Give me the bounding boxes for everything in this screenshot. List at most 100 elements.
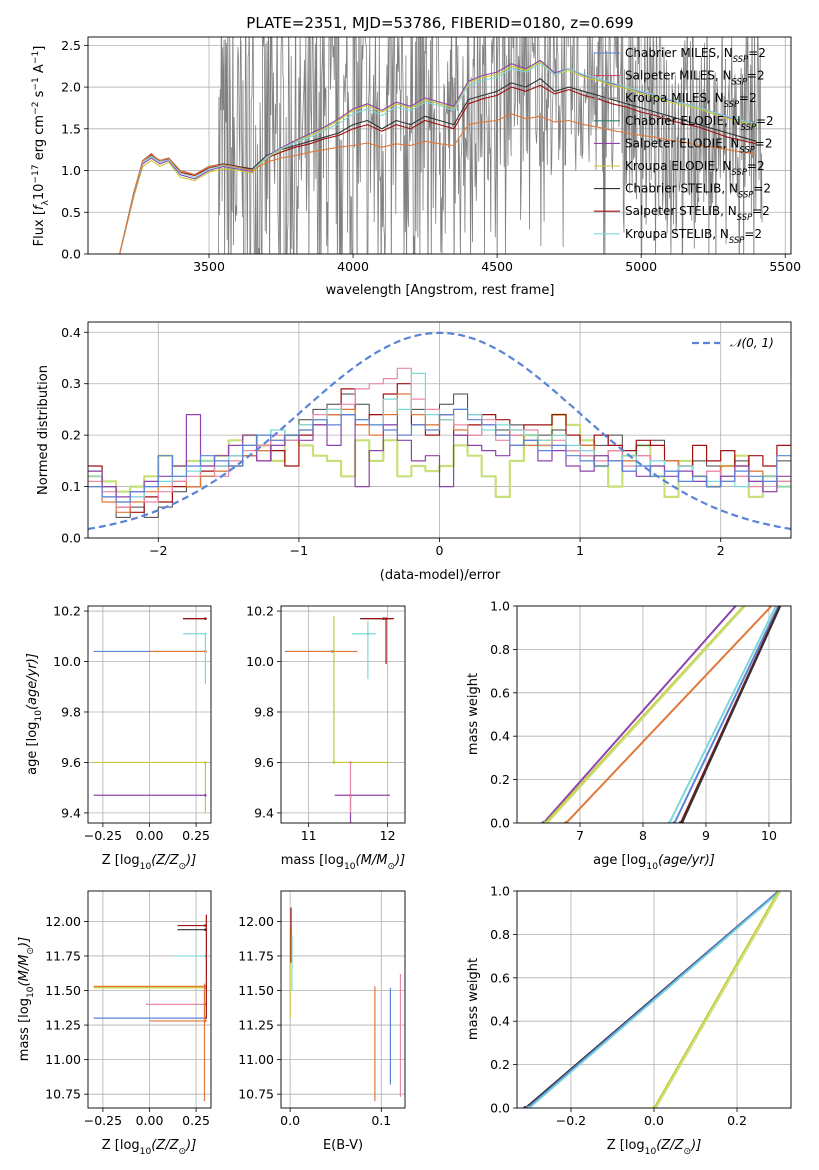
y-tick-label: 9.6 [254,755,274,770]
y-tick-label: 11.75 [45,948,81,963]
y-axis-label-part: 10 [26,986,36,998]
legend-entry: Salpeter STELIB, NSSP=2 [625,204,770,222]
x-axis-label-part: ⊙ [684,1147,692,1157]
age-vs-mass-chart: 11 12 9.4 9.6 9.8 10.0 10.2 [246,604,406,843]
axes-frame [516,890,792,1109]
legend-entry-part: SSP [733,54,749,64]
y-tick-label: 1.0 [490,599,510,614]
x-tick-label: −0.2 [556,1113,586,1128]
x-axis-label: mass [log10(M/M⊙)] [281,853,405,872]
y-axis-label-part: age [log [25,722,40,775]
x-tick-label: 11 [301,828,317,843]
weight-marker [654,1106,659,1108]
x-tick-label: 0.0 [280,1113,300,1128]
y-tick-label: 0.8 [490,642,510,657]
axes-frame [280,605,406,824]
data-point [366,632,370,636]
y-axis-label-part: −1 [31,51,41,64]
x-axis-label-part: Z [log [607,1138,645,1153]
y-tick-label: 11.25 [45,1018,81,1033]
x-tick-label: −0.25 [84,1113,122,1128]
y-tick-label: 0.5 [61,205,81,220]
grid [88,606,211,823]
axes-frame [516,605,792,824]
x-axis-label-part: 10 [140,862,152,872]
data-point [204,632,207,636]
y-tick-label: 10.0 [246,654,274,669]
grid [517,605,791,824]
ticks: −0.25 0.00 0.25 10.75 11.00 11.25 11.50 11.75 12… [45,914,210,1128]
y-tick-label: 1.5 [61,121,81,136]
y-tick-label: 11.50 [238,983,274,998]
x-tick-label: 10 [761,828,777,843]
legend-entry-part: SSP [741,122,757,132]
x-axis-label-part: )] [185,853,196,868]
legend-entry-part: Kroupa MILES, N [625,91,724,105]
y-tick-label: 10.2 [53,604,81,619]
x-axis-label-part: (Z/Z [151,853,179,868]
y-axis-label-part: Flux [ [32,210,47,246]
legend-entry-part: Salpeter ELODIE, N [625,136,739,150]
y-axis-label-part: )] [17,937,32,948]
y-tick-label: 0.6 [490,970,510,985]
x-tick-label: 0.00 [136,828,164,843]
y-tick-label: 0.8 [490,927,510,942]
x-tick-label: −0.25 [84,828,122,843]
legend-entry-part: =2 [752,204,770,218]
y-axis-label: age [log10(age/yr)] [25,653,44,775]
legend-entry-part: SSP [739,144,755,154]
x-axis-label-part: (Z/Z [151,1138,179,1153]
y-tick-label: 9.8 [61,704,81,719]
y-tick-label: 0.4 [490,729,510,744]
plot-area [119,37,763,254]
y-tick-label: 9.4 [254,805,274,820]
ticks: −0.25 0.00 0.25 9.4 9.6 9.8 10.0 10.2 [53,604,210,843]
x-axis-label-part: Z [log [102,1138,140,1153]
x-axis-label-part: age [log [593,853,646,868]
axes-frame [87,321,792,539]
weight-line [673,606,780,823]
y-tick-label: 0.1 [61,479,81,494]
residuals-chart: −2 −1 0 1 2 0.0 0.1 0.2 0.3 0.4 𝒩(0, 1) [61,321,792,558]
y-axis-label-part: −1 [31,77,41,90]
y-axis-label-part: −17 [31,164,41,183]
weight-marker [680,821,685,823]
legend-entry: Chabrier STELIB, NSSP=2 [625,182,771,200]
y-axis-label-part: 10 [32,184,47,201]
plot-area [93,617,207,813]
spectrum-chart: 3500 4000 4500 5000 5500 0.0 0.5 1.0 1.5 2.0 2.5 [61,36,801,274]
ticks: 0.0 0.1 10.75 11.00 11.25 11.50 11.75 12.00 [238,914,391,1128]
ticks: 11 12 9.4 9.6 9.8 10.0 10.2 [246,604,395,843]
model-spectrum-line [119,113,757,254]
data-point [332,761,336,764]
x-axis-label: age [log10(age/yr)] [593,853,715,872]
x-axis-label-part: 10 [140,1147,152,1157]
x-axis-label-part: (age/yr)] [658,853,715,868]
y-axis-label-part: ⊙ [26,947,36,955]
plot-area [284,616,394,823]
y-tick-label: 0.0 [490,1101,510,1116]
weight-line [681,606,782,823]
legend-entry: 𝒩(0, 1) [730,336,774,350]
x-tick-label: 4500 [481,259,513,274]
x-axis-label: Z [log10(Z/Z⊙)] [607,1138,702,1157]
model-spectrum-line [119,84,757,254]
plot-area [88,331,791,531]
y-tick-label: 2.5 [61,38,81,53]
y-axis-label-part: erg cm [32,115,47,164]
y-tick-label: 12.00 [45,914,81,929]
x-tick-label: 2 [717,543,725,558]
grid [281,891,405,1108]
legend-entry: Salpeter MILES, NSSP=2 [625,69,765,87]
legend-entry-part: =2 [739,91,757,105]
weight-line [528,891,782,1108]
legend-entry-part: =2 [748,46,766,60]
weight-vs-age-chart: 7 8 9 10 0.0 0.2 0.4 0.6 0.8 1.0 [490,599,792,843]
y-axis-label-part: (age/yr)] [25,653,40,710]
gaussian-curve [88,331,791,531]
legend-entry-part: SSP [732,167,748,177]
ticks: −2 −1 0 1 2 0.0 0.1 0.2 0.3 0.4 [61,325,725,558]
x-tick-label: 0.1 [371,1113,391,1128]
x-tick-label: −2 [149,543,167,558]
